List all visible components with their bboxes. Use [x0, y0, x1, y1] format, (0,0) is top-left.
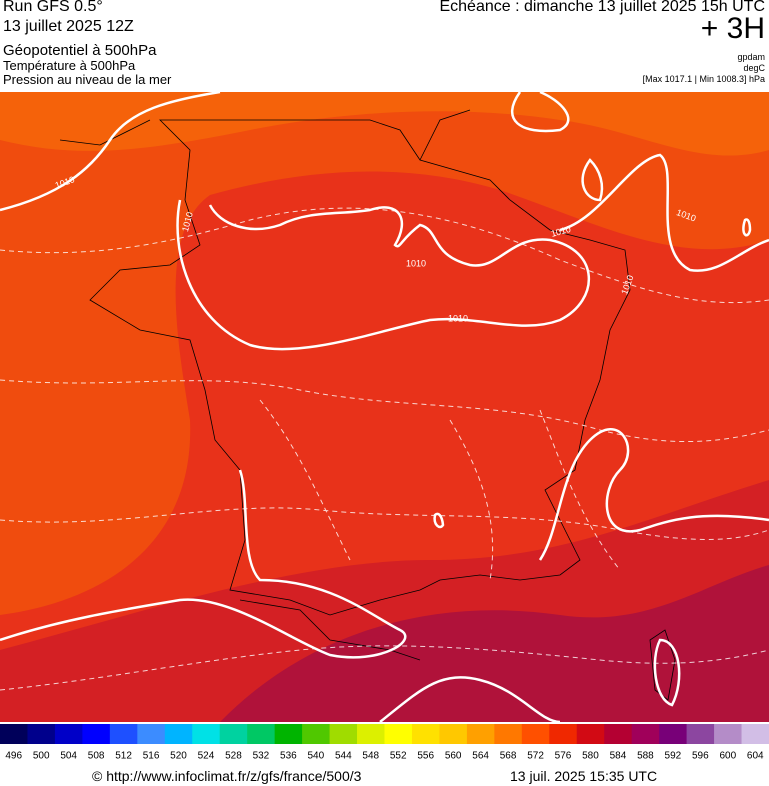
colorbar-label: 512: [115, 751, 132, 762]
unit-geopotential: gpdam: [737, 52, 765, 62]
colorbar-label: 540: [307, 751, 324, 762]
colorbar-swatch: [411, 724, 440, 744]
colorbar-label: 580: [582, 751, 599, 762]
colorbar-swatch: [549, 724, 578, 744]
colorbar-swatch: [247, 724, 276, 744]
colorbar-swatch: [466, 724, 495, 744]
colorbar-swatch: [576, 724, 605, 744]
colorbar-label: 524: [198, 751, 215, 762]
colorbar-label: 604: [747, 751, 764, 762]
colorbar-label: 592: [665, 751, 682, 762]
colorbar-swatch: [137, 724, 166, 744]
colorbar-swatch: [192, 724, 221, 744]
colorbar-label: 588: [637, 751, 654, 762]
lead-time: + 3H: [700, 12, 765, 45]
colorbar-label: 532: [253, 751, 270, 762]
colorbar-swatch: [714, 724, 743, 744]
colorbar-swatch: [439, 724, 468, 744]
colorbar-swatch: [164, 724, 193, 744]
colorbar-label: 560: [445, 751, 462, 762]
source-credit: © http://www.infoclimat.fr/z/gfs/france/…: [92, 768, 362, 784]
generated-time: 13 juil. 2025 15:35 UTC: [510, 768, 657, 784]
colorbar-swatch: [494, 724, 523, 744]
colorbar-label: 504: [60, 751, 77, 762]
run-date: 13 juillet 2025 12Z: [3, 18, 134, 35]
colorbar-label: 596: [692, 751, 709, 762]
colorbar-label: 516: [143, 751, 160, 762]
field-south-zone: [220, 565, 769, 722]
isobar-label: 1010: [406, 258, 426, 268]
colorbar-label: 528: [225, 751, 242, 762]
colorbar-swatch: [604, 724, 633, 744]
borders: [59, 109, 676, 701]
temperature-contours: [0, 207, 769, 691]
colorbar-swatch: [27, 724, 56, 744]
colorbar: 496 500 504 508 512 516 520 524 528 532 536 540 544 5…: [0, 724, 769, 762]
colorbar-swatch: [659, 724, 688, 744]
colorbar-label: 584: [610, 751, 627, 762]
colorbar-label: 496: [5, 751, 22, 762]
colorbar-swatch: [82, 724, 111, 744]
colorbar-label: 564: [472, 751, 489, 762]
colorbar-swatch: [329, 724, 358, 744]
colorbar-label: 544: [335, 751, 352, 762]
run-title: Run GFS 0.5°: [3, 0, 103, 15]
colorbar-label: 536: [280, 751, 297, 762]
colorbar-swatch: [357, 724, 385, 744]
colorbar-swatch: [219, 724, 248, 744]
field-primary: Géopotentiel à 500hPa: [3, 42, 157, 59]
colorbar-label: 552: [390, 751, 407, 762]
unit-temperature: degC: [743, 63, 765, 73]
field-secondary: Température à 500hPa: [3, 58, 136, 73]
colorbar-swatch: [54, 724, 83, 744]
colorbar-label: 568: [500, 751, 517, 762]
colorbar-label: 520: [170, 751, 187, 762]
colorbar-swatch: [0, 724, 28, 744]
colorbar-swatch: [521, 724, 550, 744]
colorbar-label: 576: [555, 751, 572, 762]
colorbar-label: 500: [33, 751, 50, 762]
colorbar-label: 572: [527, 751, 544, 762]
map-field: [0, 92, 769, 722]
colorbar-swatch: [686, 724, 715, 744]
colorbar-label: 508: [88, 751, 105, 762]
colorbar-label: 548: [362, 751, 379, 762]
colorbar-swatch: [109, 724, 138, 744]
isobar-label: 1010: [448, 313, 468, 323]
pressure-range: [Max 1017.1 | Min 1008.3] hPa: [642, 74, 765, 84]
colorbar-swatch: [384, 724, 413, 744]
colorbar-label: 556: [417, 751, 434, 762]
colorbar-label: 600: [719, 751, 736, 762]
field-tertiary: Pression au niveau de la mer: [3, 72, 172, 87]
colorbar-swatch: [302, 724, 331, 744]
colorbar-swatch: [631, 724, 660, 744]
colorbar-swatch: [274, 724, 303, 744]
isobars: [0, 92, 769, 722]
colorbar-swatch: [741, 724, 769, 744]
field-top-zone: [0, 92, 769, 156]
valid-time: Echéance : dimanche 13 juillet 2025 15h …: [439, 0, 765, 15]
